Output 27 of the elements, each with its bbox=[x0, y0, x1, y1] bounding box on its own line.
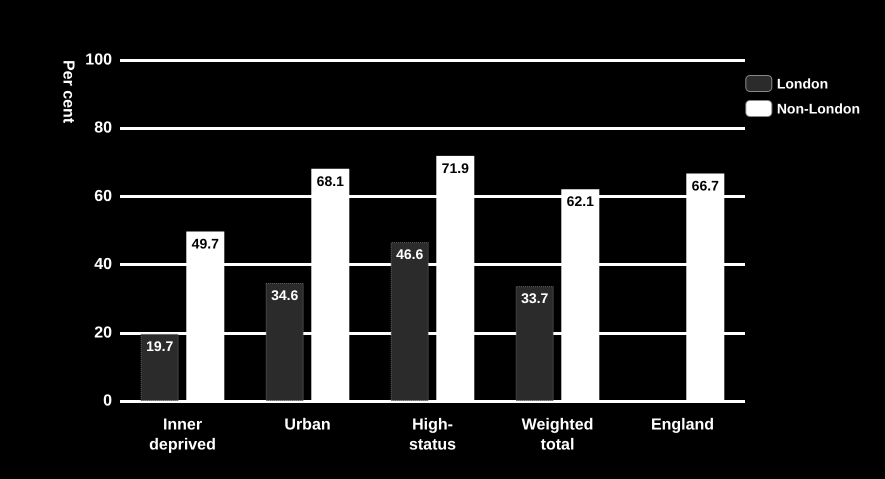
y-tick-label: 60 bbox=[94, 188, 112, 205]
data-label: 34.6 bbox=[271, 287, 299, 304]
data-label: 62.1 bbox=[566, 193, 594, 210]
y-tick-label: 20 bbox=[94, 324, 112, 342]
x-tick-label: Urban bbox=[284, 416, 331, 434]
bar bbox=[390, 242, 429, 401]
x-tick-label: England bbox=[650, 416, 714, 434]
data-label: 19.7 bbox=[146, 338, 174, 354]
legend-label: Non-London bbox=[776, 100, 860, 116]
bar bbox=[140, 334, 179, 401]
data-label: 33.7 bbox=[521, 290, 549, 306]
data-label: 46.6 bbox=[396, 246, 424, 262]
y-tick-label: 100 bbox=[85, 52, 112, 68]
legend-label: London bbox=[776, 76, 828, 92]
data-label: 68.1 bbox=[316, 172, 344, 189]
y-tick-label: 0 bbox=[103, 392, 112, 410]
bar bbox=[516, 286, 554, 401]
data-label: 71.9 bbox=[442, 160, 470, 176]
bar bbox=[266, 283, 304, 401]
y-tick-label: 80 bbox=[94, 120, 112, 137]
x-tick-label: Weighted total bbox=[522, 416, 594, 454]
x-tick-label: Inner deprived bbox=[149, 416, 216, 454]
x-tick-label: High- status bbox=[408, 416, 456, 454]
y-axis-title: Per cent bbox=[60, 60, 76, 124]
data-label: 49.7 bbox=[192, 236, 220, 252]
data-label: 66.7 bbox=[692, 178, 720, 194]
y-tick-label: 40 bbox=[94, 256, 112, 274]
